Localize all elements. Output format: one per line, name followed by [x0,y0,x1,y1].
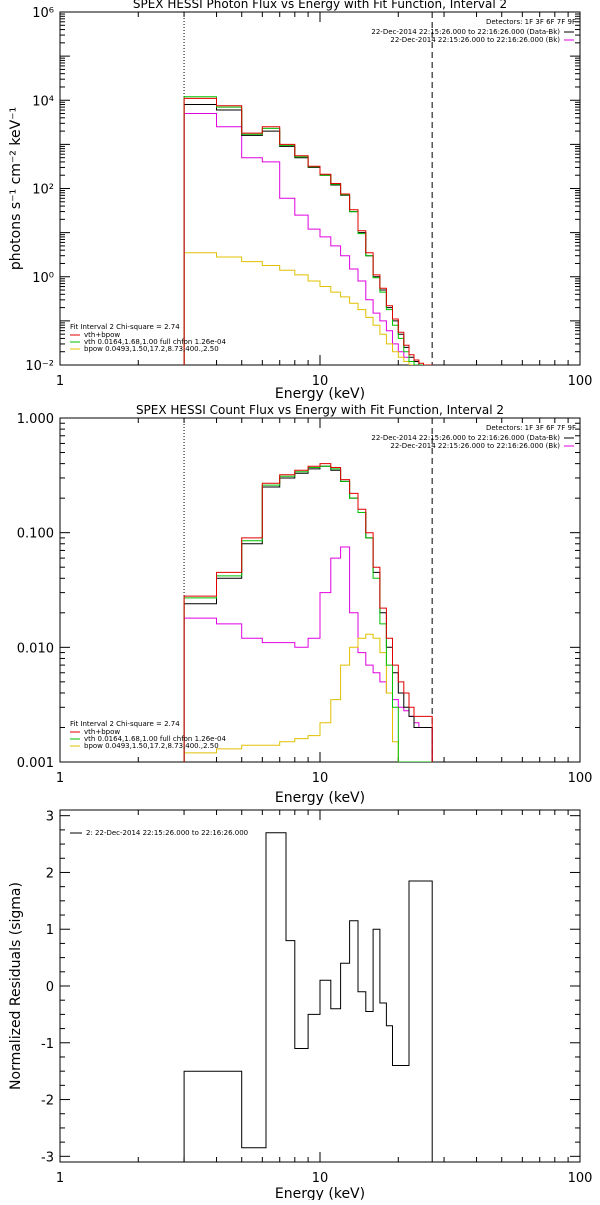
y-tick-label: 10⁰ [32,271,54,286]
y-tick-label: -2 [41,1094,54,1109]
series-histogram-bpow [183,252,433,365]
x-tick-label: 10 [312,1171,329,1186]
chart-title: SPEX HESSI Count Flux vs Energy with Fit… [136,403,504,417]
chart-title: SPEX HESSI Photon Flux vs Energy with Fi… [133,0,507,11]
y-tick-label: 10⁶ [32,6,54,21]
x-tick-label: 10 [312,771,329,786]
y-tick-label: 0.100 [17,527,54,542]
fit-legend-label: bpow 0.0493,1.50,17.2,8.73,400.,2.50 [84,345,219,353]
x-tick-label: 1 [56,374,64,389]
fit-legend-label: vth 0.0164,1.68,1.00 full chfon 1.26e-04 [84,338,226,346]
legend-entry-label: 2: 22-Dec-2014 22:15:26.000 to 22:16:26.… [86,829,248,837]
x-axis-label: Energy (keV) [275,386,365,402]
fit-legend-title: Fit Interval 2 Chi-square = 2.74 [70,323,180,331]
y-axis-label: Normalized Residuals (sigma) [8,882,24,1090]
series-histogram-bpow [183,633,433,762]
x-tick-label: 100 [568,1171,593,1186]
y-tick-label: 1 [46,923,54,938]
legend-entry-label: 22-Dec-2014 22:15:26.000 to 22:16:26.000… [371,434,560,442]
series-histogram-background [183,546,433,762]
plot-frame [59,417,581,763]
legend-entry-label: 22-Dec-2014 22:15:26.000 to 22:16:26.000… [390,36,560,44]
series-histogram-background [183,113,433,365]
y-tick-label: 0 [46,980,54,995]
y-tick-label: 10⁴ [32,94,54,109]
y-tick-label: 0.001 [17,756,54,771]
fit-legend-label: vth+bpow [84,728,120,736]
y-tick-label: -1 [41,1037,54,1052]
series-histogram-total [183,463,433,762]
y-tick-label: -3 [41,1150,54,1165]
detectors-label: Detectors: 1F 3F 6F 7F 9F [486,18,576,26]
series-histogram-vth [183,465,433,762]
x-tick-label: 1 [56,1171,64,1186]
x-tick-label: 10 [312,374,329,389]
legend-entry-label: 22-Dec-2014 22:15:26.000 to 22:16:26.000… [390,442,560,450]
y-tick-label: 3 [46,810,54,825]
x-tick-label: 1 [56,771,64,786]
detectors-label: Detectors: 1F 3F 6F 7F 9F [486,424,576,432]
chart-panel-2: SPEX HESSI Count Flux vs Energy with Fit… [17,403,593,806]
chart-panel-3: 1 10 100 Energy (keV) -3 -2 -1 0 1 2 3 Normalized R… [8,809,593,1202]
y-tick-label: 10² [32,183,54,198]
series-histogram-observed [183,832,433,1162]
x-axis-label: Energy (keV) [275,1186,365,1200]
series-histogram-vth [183,96,433,365]
plot-frame [59,11,581,366]
y-tick-label: 1.000 [17,412,54,427]
fit-legend-label: vth+bpow [84,331,120,339]
series-group [183,96,433,365]
series-histogram-observed [183,104,433,365]
series-group [183,463,433,762]
y-tick-label: 10⁻² [25,359,54,374]
fit-legend-label: bpow 0.0493,1.50,17.2,8.73,400.,2.50 [84,742,219,750]
series-histogram-observed [183,465,433,762]
chart-panel-1: SPEX HESSI Photon Flux vs Energy with Fi… [8,0,592,402]
y-axis-label: photons s⁻¹ cm⁻² keV⁻¹ [8,107,24,270]
legend-entry-label: 22-Dec-2014 22:15:26.000 to 22:16:26.000… [371,28,560,36]
x-tick-label: 100 [568,374,593,389]
series-group [183,832,433,1162]
fit-legend-title: Fit Interval 2 Chi-square = 2.74 [70,720,180,728]
x-tick-label: 100 [568,771,593,786]
y-tick-label: 2 [46,866,54,881]
fit-legend-label: vth 0.0164,1.68,1.00 full chfon 1.26e-04 [84,735,226,743]
series-histogram-total [183,97,433,365]
y-tick-label: 0.010 [17,641,54,656]
x-axis-label: Energy (keV) [275,790,365,806]
